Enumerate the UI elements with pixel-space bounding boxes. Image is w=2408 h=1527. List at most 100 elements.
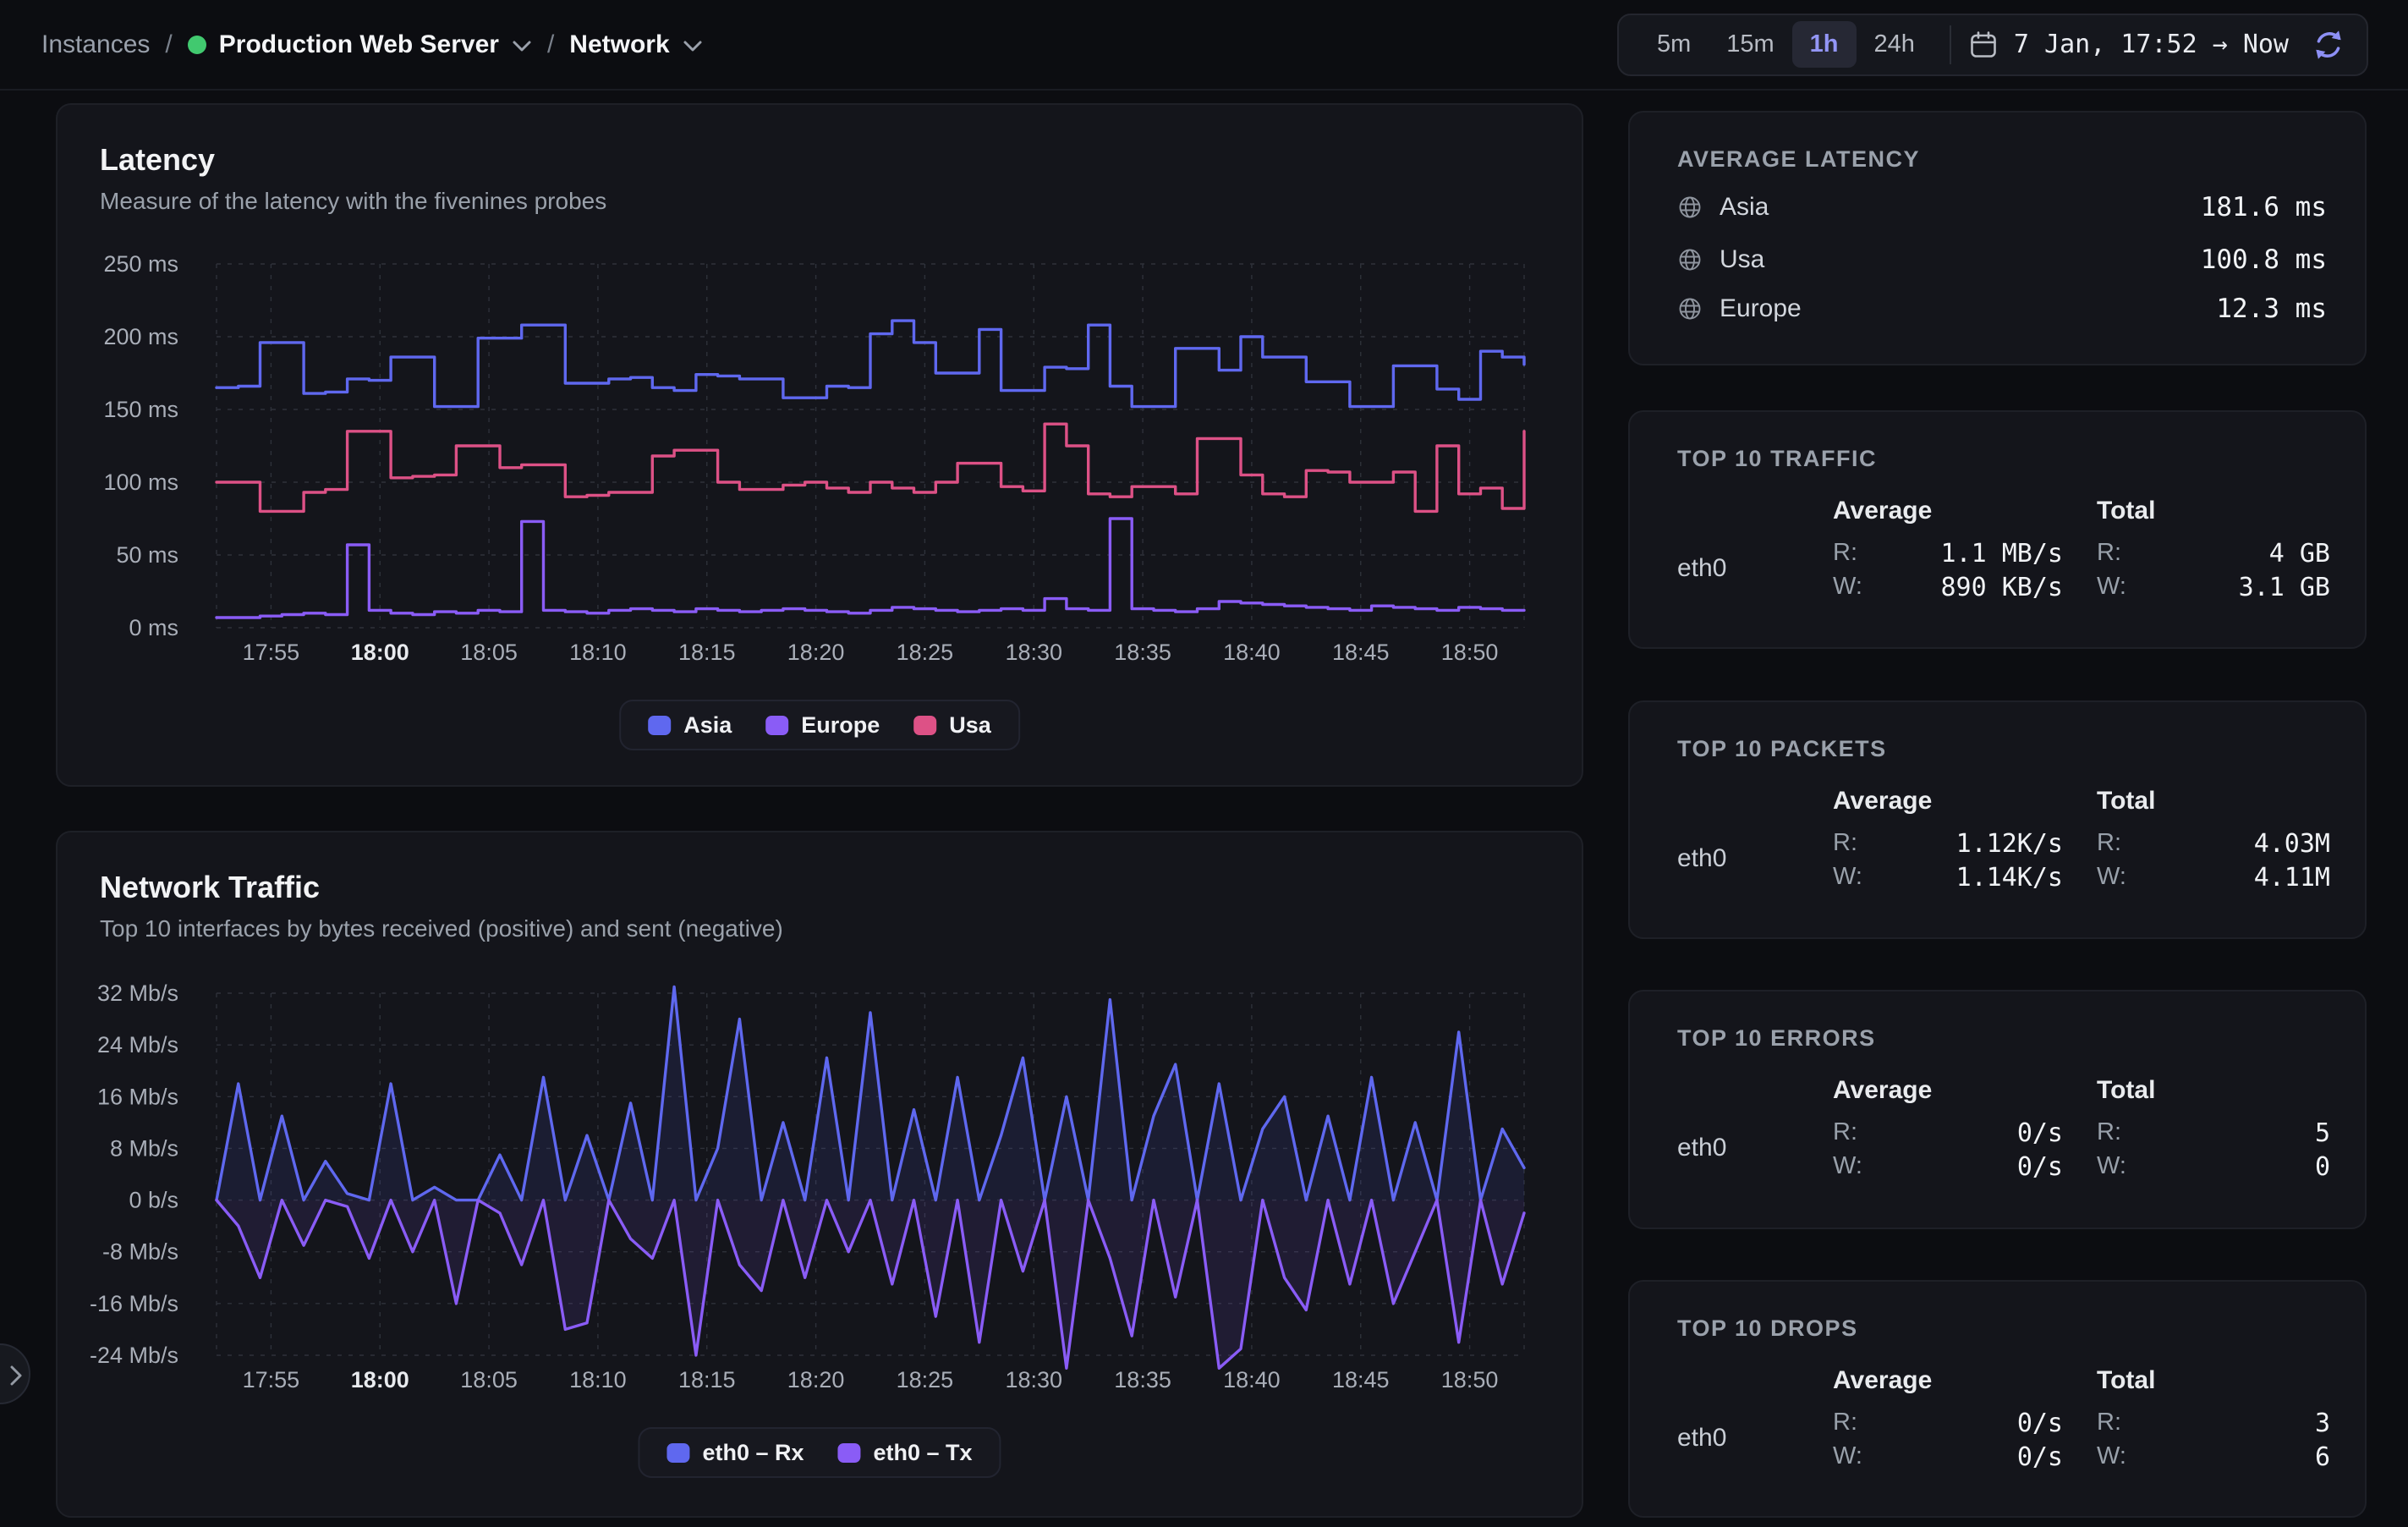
- series-color-chip: [765, 715, 789, 735]
- write-label: W:: [1833, 863, 1862, 890]
- section-name: Network: [569, 30, 670, 58]
- read-label: R:: [2097, 539, 2121, 566]
- region-name: Usa: [1720, 245, 1765, 273]
- series-color-chip: [913, 715, 937, 735]
- svg-text:18:25: 18:25: [897, 640, 954, 665]
- svg-text:250 ms: 250 ms: [103, 251, 178, 277]
- breadcrumb-instances-link[interactable]: Instances: [41, 30, 151, 58]
- svg-text:150 ms: 150 ms: [103, 397, 178, 422]
- legend-item-eth0-rx[interactable]: eth0 – Rx: [666, 1440, 804, 1466]
- svg-text:18:50: 18:50: [1441, 640, 1499, 665]
- svg-text:18:35: 18:35: [1114, 1367, 1171, 1392]
- svg-text:18:10: 18:10: [569, 640, 627, 665]
- svg-text:50 ms: 50 ms: [116, 542, 178, 568]
- total-column-header: Total: [2097, 1366, 2156, 1394]
- avg-write-value: 0/s: [2016, 1442, 2063, 1472]
- breadcrumb-separator: /: [165, 30, 173, 58]
- date-range-text: 7 Jan, 17:52 → Now: [2013, 30, 2289, 59]
- total-read-value: 4 GB: [2268, 539, 2330, 569]
- avg-read-value: 0/s: [2016, 1409, 2063, 1438]
- average-column-header: Average: [1833, 1076, 1933, 1104]
- series-color-chip: [837, 1442, 861, 1463]
- read-label: R:: [2097, 1118, 2121, 1145]
- svg-text:100 ms: 100 ms: [103, 470, 178, 495]
- latency-card: Latency Measure of the latency with the …: [56, 103, 1583, 787]
- legend-item-usa[interactable]: Usa: [913, 712, 991, 739]
- latency-chart[interactable]: 250 ms 200 ms 150 ms 100 ms 50 ms 0 ms 17:55 18…: [58, 105, 1582, 689]
- legend-label: Asia: [683, 711, 732, 738]
- panel-title: TOP 10 ERRORS: [1677, 1025, 1876, 1051]
- top10-packets-panel: TOP 10 PACKETS Average Total eth0 R: 1.1…: [1628, 700, 2367, 939]
- read-label: R:: [2097, 829, 2121, 856]
- top10-traffic-panel: TOP 10 TRAFFIC Average Total eth0 R: 1.1…: [1628, 410, 2367, 649]
- legend-item-eth0-tx[interactable]: eth0 – Tx: [837, 1439, 973, 1466]
- instance-selector[interactable]: Production Web Server: [187, 30, 532, 59]
- svg-text:18:20: 18:20: [787, 1367, 845, 1392]
- latency-row-usa: Usa 100.8 ms: [1677, 241, 2327, 278]
- legend-label: Europe: [801, 711, 880, 738]
- refresh-button[interactable]: [2311, 27, 2346, 63]
- globe-icon: [1679, 249, 1701, 271]
- calendar-icon: [1971, 30, 1996, 58]
- total-read-value: 3: [2314, 1409, 2330, 1438]
- svg-text:18:15: 18:15: [678, 1367, 736, 1392]
- total-write-value: 0: [2314, 1152, 2330, 1182]
- average-column-header: Average: [1833, 497, 1933, 525]
- svg-text:18:40: 18:40: [1223, 640, 1281, 665]
- latency-card-subtitle: Measure of the latency with the fivenine…: [100, 188, 607, 214]
- network-traffic-chart[interactable]: 32 Mb/s 24 Mb/s 16 Mb/s 8 Mb/s 0 b/s -8 Mb/s -…: [58, 832, 1582, 1416]
- average-column-header: Average: [1833, 787, 1933, 815]
- chevron-down-icon: [513, 41, 531, 51]
- svg-text:18:30: 18:30: [1005, 1367, 1062, 1392]
- panel-title: TOP 10 TRAFFIC: [1677, 446, 1878, 471]
- read-label: R:: [1833, 539, 1857, 566]
- svg-text:-8 Mb/s: -8 Mb/s: [102, 1239, 178, 1265]
- sidebar-expand-button[interactable]: [0, 1343, 30, 1404]
- legend-item-asia[interactable]: Asia: [648, 712, 732, 739]
- time-range-5m[interactable]: 5m: [1656, 30, 1692, 58]
- average-column-header: Average: [1833, 1366, 1933, 1394]
- avg-read-value: 1.12K/s: [1955, 829, 2063, 859]
- panel-title: TOP 10 PACKETS: [1677, 736, 1887, 761]
- traffic-card-subtitle: Top 10 interfaces by bytes received (pos…: [100, 915, 783, 942]
- network-traffic-card: Network Traffic Top 10 interfaces by byt…: [56, 831, 1583, 1518]
- time-range-15m[interactable]: 15m: [1726, 30, 1774, 58]
- traffic-legend: eth0 – Rx eth0 – Tx: [638, 1427, 1001, 1478]
- svg-text:0 ms: 0 ms: [129, 615, 178, 640]
- legend-item-europe[interactable]: Europe: [765, 712, 880, 739]
- read-label: R:: [1833, 1409, 1857, 1436]
- time-range-1h[interactable]: 1h: [1791, 21, 1857, 68]
- write-label: W:: [1833, 1442, 1862, 1469]
- legend-label: eth0 – Tx: [873, 1439, 973, 1465]
- svg-text:18:50: 18:50: [1441, 1367, 1499, 1392]
- avg-read-value: 1.1 MB/s: [1940, 539, 2064, 569]
- region-name: Asia: [1720, 193, 1769, 221]
- breadcrumb: Instances / Production Web Server / Netw…: [41, 30, 703, 59]
- region-latency-value: 181.6 ms: [2200, 192, 2327, 222]
- legend-label: eth0 – Rx: [702, 1439, 804, 1465]
- svg-text:18:30: 18:30: [1005, 640, 1062, 665]
- svg-text:18:05: 18:05: [460, 1367, 518, 1392]
- panel-title: TOP 10 DROPS: [1677, 1316, 1858, 1341]
- section-selector[interactable]: Network: [569, 30, 702, 59]
- svg-text:8 Mb/s: 8 Mb/s: [110, 1135, 178, 1161]
- time-range-24h[interactable]: 24h: [1873, 30, 1915, 58]
- date-range-picker[interactable]: 7 Jan, 17:52 → Now: [1968, 30, 2289, 60]
- svg-text:18:15: 18:15: [678, 640, 736, 665]
- average-latency-panel: AVERAGE LATENCY Asia 181.6 ms Usa 100.8 …: [1628, 111, 2367, 365]
- avg-write-value: 0/s: [2016, 1152, 2063, 1182]
- interface-name: eth0: [1677, 554, 1727, 582]
- region-name: Europe: [1720, 294, 1802, 322]
- latency-card-title: Latency: [100, 142, 216, 177]
- status-dot-icon: [187, 35, 206, 54]
- svg-text:18:00: 18:00: [351, 1367, 409, 1392]
- read-label: R:: [1833, 829, 1857, 856]
- svg-text:18:45: 18:45: [1332, 1367, 1390, 1392]
- chevron-right-icon: [10, 1365, 22, 1386]
- latency-legend: Asia Europe Usa: [619, 700, 1020, 750]
- region-latency-value: 100.8 ms: [2200, 244, 2327, 275]
- series-color-chip: [666, 1442, 690, 1463]
- svg-text:24 Mb/s: 24 Mb/s: [97, 1032, 178, 1057]
- avg-write-value: 1.14K/s: [1955, 863, 2063, 893]
